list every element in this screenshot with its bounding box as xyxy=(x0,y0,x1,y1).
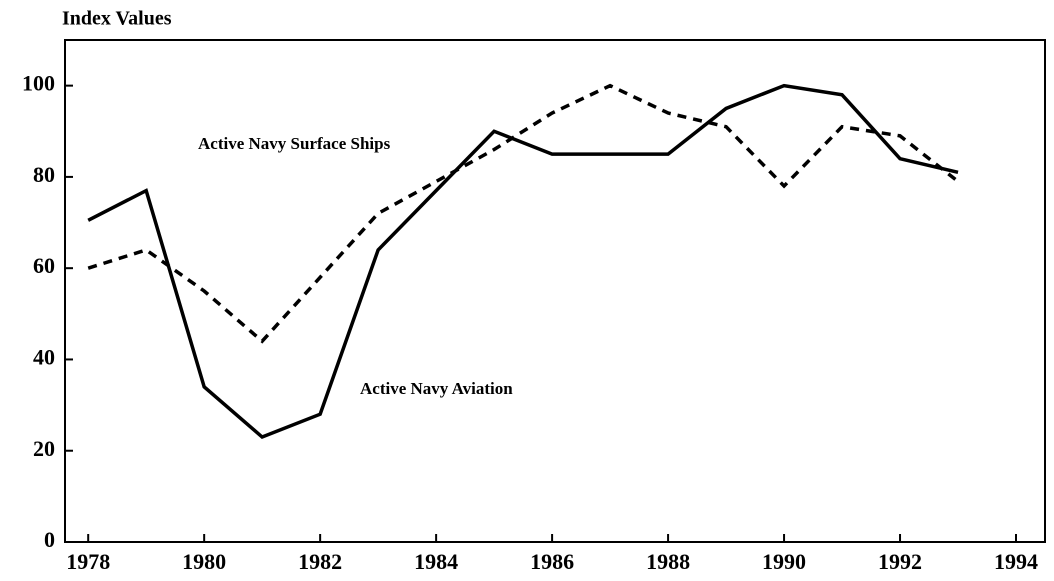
x-tick-label: 1982 xyxy=(298,549,342,574)
x-tick-label: 1988 xyxy=(646,549,690,574)
y-tick-label: 20 xyxy=(33,436,55,461)
x-tick-label: 1984 xyxy=(414,549,458,574)
y-tick-label: 100 xyxy=(22,71,55,96)
x-tick-label: 1978 xyxy=(66,549,110,574)
series-line xyxy=(87,83,959,440)
plot-frame xyxy=(64,39,1046,543)
y-tick-label: 80 xyxy=(33,162,55,187)
chart-title: Index Values xyxy=(62,8,172,30)
x-tick-label: 1994 xyxy=(994,549,1038,574)
x-tick-label: 1990 xyxy=(762,549,806,574)
series-annotation: Active Navy Surface Ships xyxy=(198,134,391,153)
x-tick-label: 1986 xyxy=(530,549,574,574)
x-tick-label: 1992 xyxy=(878,549,922,574)
x-tick-label: 1980 xyxy=(182,549,226,574)
y-tick-label: 0 xyxy=(44,527,55,552)
y-tick-label: 40 xyxy=(33,345,55,370)
series-line xyxy=(87,83,960,344)
series-annotation: Active Navy Aviation xyxy=(360,379,513,398)
y-tick-label: 60 xyxy=(33,253,55,278)
